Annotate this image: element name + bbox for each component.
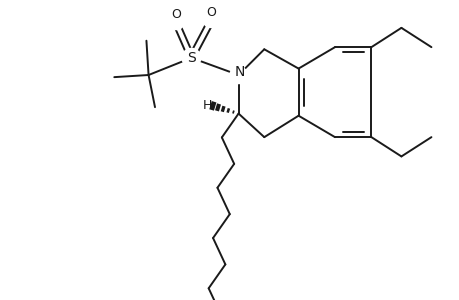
Text: S: S bbox=[187, 51, 196, 65]
Text: H: H bbox=[202, 98, 212, 112]
Circle shape bbox=[182, 48, 201, 67]
Circle shape bbox=[230, 66, 246, 84]
Text: N: N bbox=[234, 65, 244, 80]
Circle shape bbox=[168, 14, 184, 30]
Text: O: O bbox=[171, 8, 181, 21]
Text: O: O bbox=[205, 5, 215, 19]
Circle shape bbox=[216, 100, 228, 112]
Circle shape bbox=[202, 12, 218, 27]
